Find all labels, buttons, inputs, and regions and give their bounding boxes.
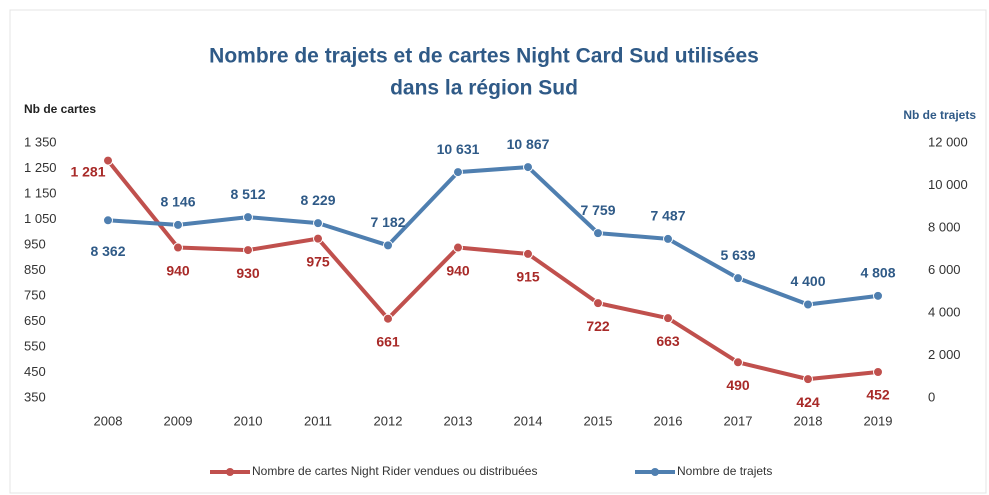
x-tick-label: 2016 — [654, 413, 683, 428]
data-label: 975 — [306, 253, 330, 269]
x-tick-label: 2011 — [304, 413, 332, 428]
y-tick-label: 1 250 — [24, 160, 57, 175]
series-line — [106, 159, 879, 382]
data-point — [663, 233, 673, 244]
data-point — [103, 215, 113, 226]
data-label: 661 — [376, 333, 400, 349]
series-line — [107, 165, 879, 307]
data-point — [453, 242, 463, 253]
data-label: 663 — [656, 333, 680, 349]
data-point — [243, 245, 253, 256]
data-label: 424 — [796, 394, 820, 410]
data-label: 8 146 — [160, 194, 195, 210]
chart-title: Nombre de trajets et de cartes Night Car… — [209, 45, 759, 68]
data-label: 7 182 — [370, 214, 405, 230]
legend-marker — [651, 468, 659, 476]
data-point — [523, 162, 533, 173]
data-point — [523, 248, 533, 259]
y-tick-label: 1 350 — [24, 134, 57, 149]
data-label: 722 — [586, 318, 610, 334]
y-axis-label: Nb de cartes — [24, 102, 96, 116]
data-point — [313, 218, 323, 229]
y2-tick-label: 10 000 — [928, 177, 968, 192]
data-label: 5 639 — [720, 247, 755, 263]
legend-label: Nombre de trajets — [677, 464, 772, 478]
x-tick-label: 2008 — [94, 413, 123, 428]
y2-tick-label: 2 000 — [928, 347, 961, 362]
data-label: 8 512 — [230, 186, 265, 202]
data-point — [173, 242, 183, 253]
legend-label: Nombre de cartes Night Rider vendues ou … — [252, 464, 537, 478]
data-point — [873, 290, 883, 301]
data-point — [873, 366, 883, 377]
y-tick-label: 450 — [24, 364, 46, 379]
data-point — [593, 298, 603, 309]
x-tick-label: 2014 — [514, 413, 543, 428]
data-label: 930 — [236, 265, 260, 281]
y2-tick-label: 4 000 — [928, 304, 961, 319]
data-label: 490 — [726, 377, 750, 393]
data-point — [383, 240, 393, 251]
data-point — [313, 233, 323, 244]
x-tick-label: 2013 — [444, 413, 473, 428]
y-tick-label: 1 150 — [24, 185, 57, 200]
data-label: 8 362 — [90, 243, 125, 259]
data-point — [593, 228, 603, 239]
y-tick-label: 850 — [24, 262, 46, 277]
data-point — [803, 299, 813, 310]
y2-tick-label: 0 — [928, 389, 935, 404]
data-label: 8 229 — [300, 192, 335, 208]
data-point — [733, 357, 743, 368]
data-point — [103, 155, 113, 166]
chart-title: dans la région Sud — [390, 77, 578, 100]
data-label: 915 — [516, 269, 540, 285]
data-point — [663, 313, 673, 324]
x-tick-label: 2010 — [234, 413, 263, 428]
y2-tick-label: 6 000 — [928, 262, 961, 277]
data-point — [453, 167, 463, 178]
y-tick-label: 350 — [24, 389, 46, 404]
x-tick-label: 2017 — [724, 413, 753, 428]
x-tick-label: 2015 — [584, 413, 613, 428]
data-label: 940 — [166, 262, 190, 278]
data-label: 7 759 — [580, 202, 615, 218]
data-label: 1 281 — [70, 163, 105, 179]
y-tick-label: 950 — [24, 236, 46, 251]
data-point — [733, 273, 743, 284]
y-tick-label: 550 — [24, 338, 46, 353]
legend-marker — [226, 468, 234, 476]
data-label: 940 — [446, 262, 470, 278]
y2-axis-label: Nb de trajets — [903, 108, 976, 122]
data-point — [173, 219, 183, 230]
y2-tick-label: 8 000 — [928, 219, 961, 234]
data-point — [383, 313, 393, 324]
data-label: 452 — [866, 387, 890, 403]
y-tick-label: 750 — [24, 287, 46, 302]
y-tick-label: 1 050 — [24, 211, 57, 226]
data-label: 7 487 — [650, 208, 685, 224]
y-tick-label: 650 — [24, 313, 46, 328]
data-label: 10 631 — [437, 141, 480, 157]
data-label: 4 808 — [860, 265, 895, 281]
x-tick-label: 2012 — [374, 413, 403, 428]
y2-tick-label: 12 000 — [928, 134, 968, 149]
data-label: 10 867 — [507, 136, 550, 152]
data-point — [803, 374, 813, 385]
data-point — [243, 212, 253, 223]
x-tick-label: 2018 — [794, 413, 823, 428]
x-tick-label: 2009 — [164, 413, 193, 428]
x-tick-label: 2019 — [864, 413, 893, 428]
data-label: 4 400 — [790, 273, 825, 289]
